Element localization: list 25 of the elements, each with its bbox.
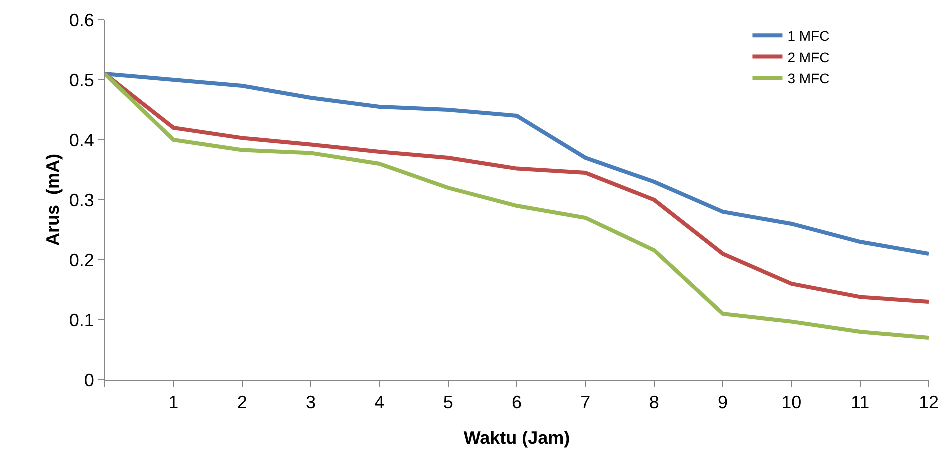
y-tick-label: 0.4 bbox=[69, 130, 94, 150]
y-tick-label: 0.1 bbox=[69, 310, 94, 330]
y-tick-label: 0.5 bbox=[69, 70, 94, 90]
x-tick-label: 9 bbox=[718, 392, 728, 413]
y-axis-title: Arus (mA) bbox=[43, 154, 63, 246]
x-tick-label: 12 bbox=[918, 392, 940, 413]
legend-label: 1 MFC bbox=[788, 28, 830, 44]
x-tick-label: 10 bbox=[782, 392, 802, 413]
x-axis-title: Waktu (Jam) bbox=[464, 428, 570, 448]
y-tick-label: 0.3 bbox=[69, 190, 94, 210]
x-tick-label: 6 bbox=[512, 392, 522, 413]
x-tick-label: 5 bbox=[443, 392, 454, 413]
x-tick-label: 3 bbox=[306, 392, 316, 413]
y-tick-label: 0 bbox=[84, 370, 94, 390]
x-tick-label: 1 bbox=[168, 392, 179, 413]
y-tick-label: 0.6 bbox=[69, 10, 94, 30]
line-series bbox=[105, 72, 929, 256]
x-tick-label: 7 bbox=[580, 392, 591, 413]
x-tick-label: 4 bbox=[374, 392, 385, 413]
y-tick-label: 0.2 bbox=[69, 250, 94, 270]
x-tick-label: 8 bbox=[649, 392, 660, 413]
x-tick-label: 2 bbox=[237, 392, 248, 413]
legend-label: 3 MFC bbox=[788, 70, 830, 86]
legend-label: 2 MFC bbox=[788, 49, 830, 66]
x-tick-label: 11 bbox=[850, 392, 870, 413]
